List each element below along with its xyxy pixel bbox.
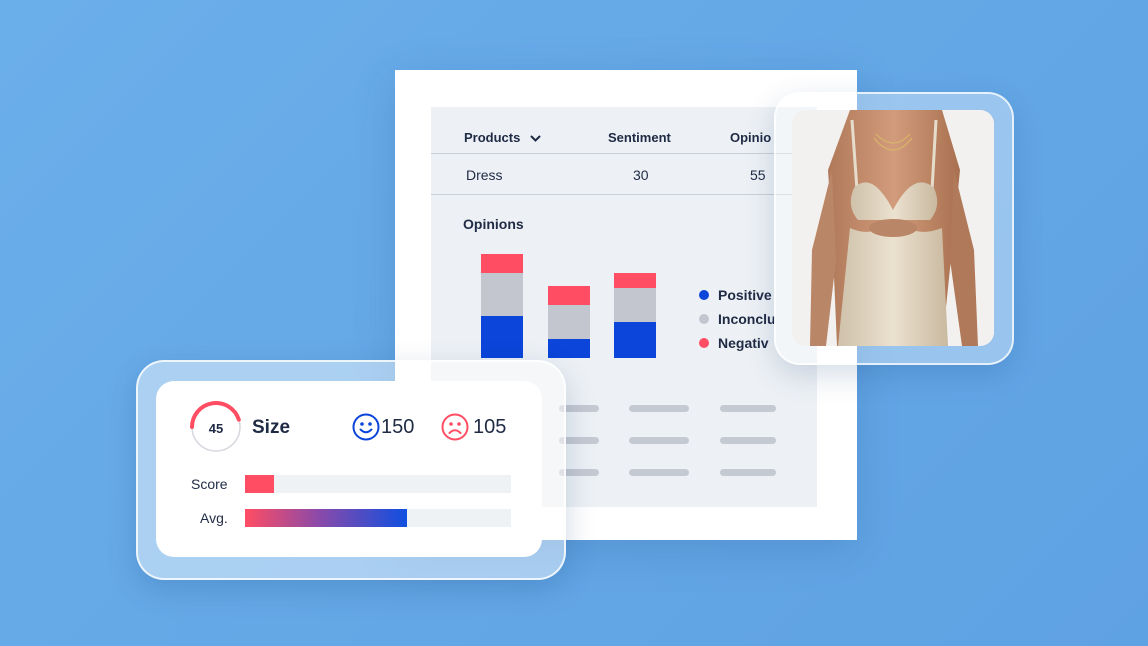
bar-negative-1 [481, 254, 523, 273]
negative-dot [699, 338, 709, 348]
topic-score-card[interactable]: 45 Size 150 105 Score Avg. [156, 381, 542, 557]
product-photo-card [774, 92, 1014, 365]
legend-label-negative: Negativ [718, 335, 769, 351]
placeholder-line [720, 437, 776, 444]
placeholder-line [559, 469, 599, 476]
opinions-cell: 55 [750, 167, 766, 183]
topic-title: Size [252, 417, 291, 438]
bar-positive-1 [481, 316, 523, 358]
bar-positive-3 [614, 322, 656, 358]
score-label: Score [191, 476, 228, 492]
bar-positive-2 [548, 339, 590, 358]
legend-label-positive: Positive [718, 287, 772, 303]
placeholder-line [629, 405, 689, 412]
bar-negative-3 [614, 273, 656, 288]
inconclusive-dot [699, 314, 709, 324]
score-bar-fill [245, 475, 275, 493]
dress-illustration [792, 110, 994, 346]
product-photo [792, 110, 994, 346]
table-header: Products Sentiment Opinio [431, 107, 817, 154]
placeholder-line [720, 469, 776, 476]
avg-label: Avg. [200, 510, 228, 526]
placeholder-line [559, 437, 599, 444]
report-sheet: Products Sentiment Opinio Dress 30 55 Op… [395, 70, 857, 540]
products-column-header[interactable]: Products [464, 130, 541, 145]
score-card-frame: 45 Size 150 105 Score Avg. [136, 360, 566, 580]
avg-bar-fill [245, 509, 408, 527]
placeholder-line [629, 437, 689, 444]
opinions-stacked-bar-chart [481, 254, 656, 358]
score-gauge [190, 401, 241, 452]
positive-count: 150 [381, 416, 415, 438]
gauge-value: 45 [208, 421, 224, 436]
sentiment-cell: 30 [633, 167, 649, 183]
placeholder-line [559, 405, 599, 412]
chevron-down-icon[interactable] [530, 135, 541, 143]
placeholder-line [629, 469, 689, 476]
opinions-column-header[interactable]: Opinio [730, 130, 772, 145]
products-header-label: Products [464, 130, 521, 145]
product-cell: Dress [466, 167, 503, 183]
bar-inconclusive-1 [481, 273, 523, 316]
score-bar [245, 475, 511, 493]
table-row[interactable]: Dress 30 55 [431, 154, 817, 195]
legend-label-inconclusive: Inconclu [718, 311, 776, 327]
negative-count: 105 [473, 416, 507, 438]
happy-face-icon [352, 413, 380, 441]
sad-face-icon [441, 413, 469, 441]
bar-negative-2 [548, 286, 590, 305]
positive-dot [699, 290, 709, 300]
avg-bar [245, 509, 511, 527]
sentiment-column-header[interactable]: Sentiment [608, 130, 671, 145]
placeholder-line [720, 405, 776, 412]
opinions-chart-title: Opinions [463, 216, 524, 232]
bar-inconclusive-2 [548, 305, 590, 339]
bar-inconclusive-3 [614, 288, 656, 322]
